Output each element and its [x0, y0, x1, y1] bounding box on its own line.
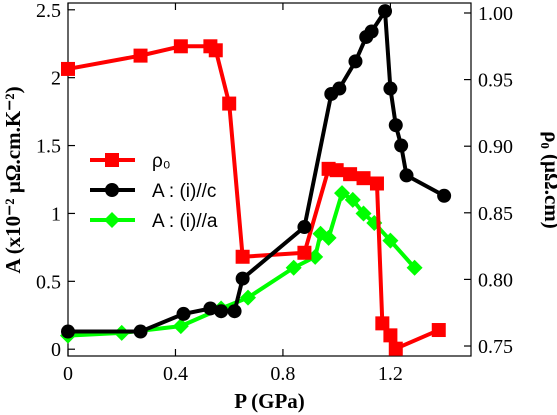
y-tick-label-right: 0.75 — [478, 336, 513, 358]
ticks-layer: 0 0.4 0.8 1.2 0 0.5 1 1.5 2 2.5 0.75 0.80 0.85 0.90 0.… — [36, 0, 513, 385]
x-tick-label: 0.4 — [163, 363, 188, 385]
x-axis-title: P (GPa) — [234, 389, 305, 413]
data-point — [214, 304, 229, 319]
legend-label: ρ₀ — [152, 151, 171, 172]
series-layer — [60, 4, 452, 356]
data-point — [133, 324, 148, 339]
data-point — [240, 289, 257, 306]
data-point — [382, 232, 399, 249]
series-diamond — [60, 185, 423, 344]
legend: ρ₀ A : (i)//c A : (i)//a — [90, 151, 218, 232]
data-point — [329, 163, 344, 178]
data-point — [375, 316, 390, 331]
y-axis-title-right: ρ₀ (μΩ.cm) — [540, 131, 557, 229]
data-point — [176, 306, 191, 321]
y-tick-label-left: 0.5 — [36, 271, 61, 293]
data-point — [364, 24, 379, 39]
data-point — [406, 259, 423, 276]
data-point — [388, 341, 403, 356]
series-square — [61, 39, 446, 356]
data-point — [332, 81, 347, 96]
data-point — [369, 176, 384, 191]
data-point — [394, 138, 409, 153]
y-tick-label-right: 1.00 — [478, 3, 513, 25]
x-tick-label: 0.8 — [270, 363, 295, 385]
legend-marker — [105, 183, 119, 197]
data-point — [208, 43, 223, 58]
data-point — [344, 191, 361, 208]
data-point — [297, 245, 312, 260]
data-point — [356, 171, 371, 186]
data-point — [235, 271, 250, 286]
y-tick-label-right: 0.85 — [478, 203, 513, 225]
data-point — [383, 81, 398, 96]
y-tick-label-left: 1.5 — [36, 136, 61, 158]
data-point — [61, 61, 75, 76]
y-tick-label-left: 2 — [51, 68, 61, 90]
data-point — [437, 188, 452, 203]
y-tick-label-right: 0.80 — [478, 269, 513, 291]
data-point — [320, 229, 337, 246]
y-tick-label-left: 1 — [51, 203, 61, 225]
data-point — [227, 304, 242, 319]
y-tick-label-left: 2.5 — [36, 0, 61, 22]
legend-marker — [105, 153, 119, 167]
legend-marker — [104, 212, 120, 228]
data-point — [285, 259, 302, 276]
plot-frame — [67, 2, 472, 357]
data-point — [203, 301, 218, 316]
data-point — [173, 39, 188, 54]
y-axis-title-left: A (x10⁻² μΩ.cm.K⁻²) — [1, 86, 25, 273]
y-tick-label-right: 0.90 — [478, 136, 513, 158]
data-point — [222, 96, 237, 111]
data-point — [431, 323, 446, 338]
y-tick-label-left: 0 — [51, 339, 61, 361]
data-point — [334, 185, 351, 202]
data-point — [133, 48, 148, 63]
y-tick-label-right: 0.95 — [478, 70, 513, 92]
legend-label: A : (i)//a — [152, 211, 218, 232]
data-point — [399, 168, 414, 183]
x-tick-label: 1.2 — [378, 363, 403, 385]
data-point — [388, 118, 403, 133]
data-point — [61, 324, 75, 339]
data-point — [348, 54, 363, 69]
data-point — [383, 328, 398, 343]
series-circle — [61, 4, 452, 339]
data-point — [343, 167, 358, 182]
series-line — [67, 44, 440, 351]
data-point — [235, 249, 250, 264]
x-tick-label: 0 — [63, 363, 73, 385]
data-point — [172, 318, 189, 335]
data-point — [355, 205, 372, 222]
data-point — [378, 4, 393, 19]
data-point — [297, 220, 312, 235]
legend-label: A : (i)//c — [152, 181, 216, 202]
